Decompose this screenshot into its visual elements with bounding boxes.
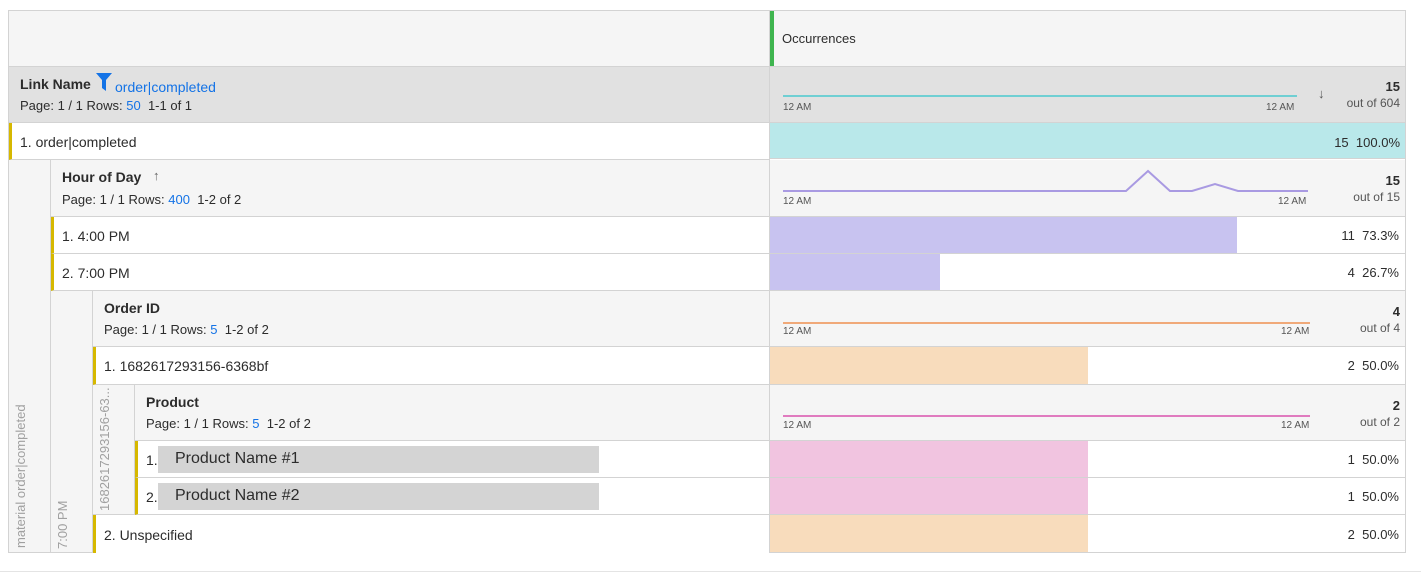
row-bar — [770, 347, 1088, 384]
table-row[interactable]: 2. Unspecified — [93, 515, 770, 553]
pagination: Page: 1 / 1 Rows: 5 1-2 of 2 — [104, 322, 269, 337]
sparkline-order — [783, 322, 1310, 324]
rows-selector[interactable]: 400 — [168, 192, 190, 207]
filter-value[interactable]: order|completed — [115, 79, 216, 95]
sparkline-tick-start: 12 AM — [783, 102, 812, 113]
table-row[interactable]: 1. 1682617293156-6368bf — [93, 347, 770, 385]
row-bar — [770, 217, 1237, 253]
sort-descending-icon[interactable]: ↓ — [1318, 86, 1325, 101]
table-row[interactable]: 1. order|completed — [9, 123, 770, 160]
dimension-title: Link Name — [20, 76, 91, 92]
product-name: Product Name #1 — [158, 446, 599, 473]
sparkline-link — [783, 95, 1297, 97]
order-id-header — [93, 291, 1405, 347]
hour-of-day-header — [51, 160, 1405, 217]
row-bar — [770, 515, 1088, 552]
column-total: 15 — [1385, 79, 1400, 94]
breakdown-strip-level1[interactable]: material order|completed — [9, 160, 51, 553]
sparkline-tick-end: 12 AM — [1266, 102, 1295, 113]
row-value: 15 100.0% — [1334, 135, 1400, 150]
table-row[interactable]: 1. 4:00 PM — [51, 217, 770, 254]
sparkline-product — [783, 415, 1310, 417]
breakdown-strip-level3[interactable]: 1682617293156-63... — [93, 385, 135, 515]
column-divider — [769, 11, 770, 553]
breakdown-strip-level2[interactable]: 7:00 PM — [51, 291, 93, 553]
row-cell: 11 73.3% — [770, 217, 1405, 254]
row-bar — [770, 441, 1088, 477]
row-cell: 2 50.0% — [770, 347, 1405, 385]
pagination: Page: 1 / 1 Rows: 400 1-2 of 2 — [62, 192, 242, 207]
row-cell: 2 50.0% — [770, 515, 1405, 552]
rows-selector[interactable]: 5 — [252, 416, 260, 431]
column-out-of: out of 604 — [1346, 96, 1400, 110]
pagination: Page: 1 / 1 Rows: 5 1-2 of 2 — [146, 416, 311, 431]
table-row[interactable]: 2. 7:00 PM — [51, 254, 770, 291]
bottom-divider — [0, 571, 1421, 572]
column-header-row — [9, 11, 1405, 67]
row-cell: 1 50.0% — [770, 441, 1405, 478]
column-drag-handle[interactable] — [770, 11, 774, 66]
sparkline-hour — [783, 169, 1308, 192]
product-header — [135, 385, 1405, 441]
row-bar — [770, 254, 940, 290]
rows-selector[interactable]: 50 — [126, 98, 141, 113]
row-bar — [770, 123, 1405, 159]
dimension-title: Hour of Day — [62, 169, 142, 185]
column-title-occurrences[interactable]: Occurrences — [782, 31, 856, 46]
sort-ascending-icon[interactable]: ↑ — [153, 168, 160, 183]
row-bar — [770, 478, 1088, 514]
pagination: Page: 1 / 1 Rows: 50 1-1 of 1 — [20, 98, 193, 113]
row-cell: 4 26.7% — [770, 254, 1405, 291]
filter-icon[interactable] — [96, 73, 112, 96]
product-name: Product Name #2 — [158, 483, 599, 510]
row-cell: 1 50.0% — [770, 478, 1405, 515]
rows-selector[interactable]: 5 — [210, 322, 218, 337]
